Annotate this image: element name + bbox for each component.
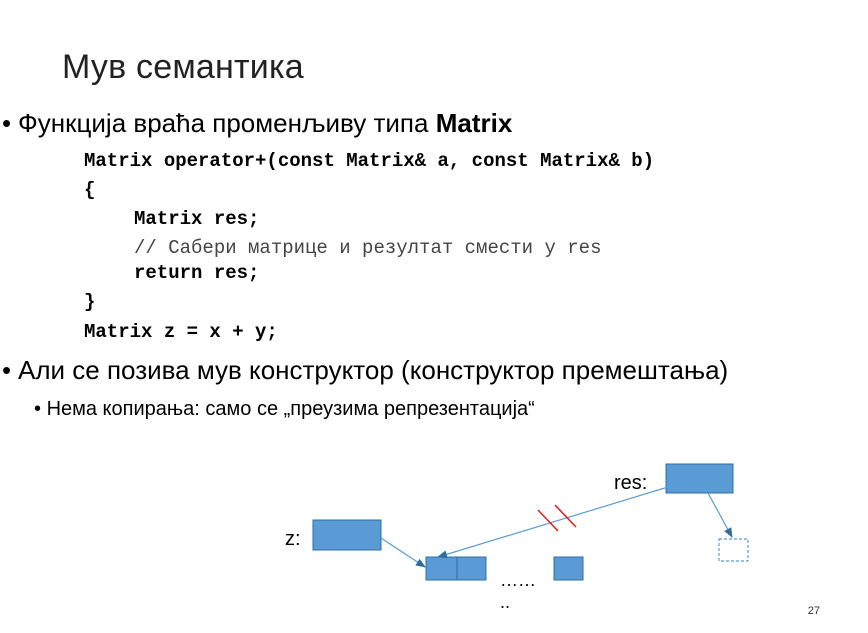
slide-title: Мув семантика	[62, 48, 304, 86]
subbullet-no-copy: • Нема копирања: само се „преузима репре…	[34, 398, 535, 421]
bullet-dot: •	[2, 355, 12, 385]
bullet-text: Али се позива мув конструктор (конструкт…	[18, 355, 729, 385]
arrow-z-to-data	[380, 537, 426, 568]
code-line-open-brace: {	[84, 179, 96, 201]
bullet-return-matrix: • Функција враћа променљиву типа Matrix	[2, 108, 512, 139]
data-cell-last	[553, 556, 584, 581]
ellipsis-horizontal: ……	[500, 570, 536, 590]
code-line-return: return res;	[134, 262, 260, 284]
code-line-signature: Matrix operator+(const Matrix& a, const …	[84, 150, 655, 172]
subbullet-dot: •	[34, 398, 47, 420]
cut-mark-2	[554, 504, 577, 528]
res-box	[665, 463, 734, 494]
bullet-text: Функција враћа променљиву типа	[18, 108, 436, 138]
bullet-dot: •	[2, 108, 12, 138]
bullet-move-constructor: • Али се позива мув конструктор (конструк…	[2, 355, 728, 386]
code-line-close-brace: }	[84, 291, 96, 313]
code-line-assignment: Matrix z = x + y;	[84, 321, 278, 343]
arrow-res-to-data-cut	[437, 486, 669, 559]
bullet-bold-type: Matrix	[435, 108, 513, 138]
slide-number: 27	[807, 605, 820, 617]
data-cell-2	[456, 556, 487, 581]
label-res: res:	[614, 472, 648, 494]
z-box	[312, 519, 382, 551]
subbullet-text: Нема копирања: само се „преузима репрезе…	[46, 398, 535, 420]
empty-dashed-box	[718, 538, 749, 562]
cut-mark-1	[537, 509, 559, 532]
ellipsis-continued: ..	[500, 592, 511, 612]
label-z: z:	[285, 528, 301, 550]
code-line-comment: // Сабери матрице и резултат смести у re…	[134, 237, 602, 259]
arrow-res-to-empty	[707, 492, 733, 538]
data-cell-1	[425, 556, 458, 581]
code-line-declare-res: Matrix res;	[134, 208, 260, 230]
